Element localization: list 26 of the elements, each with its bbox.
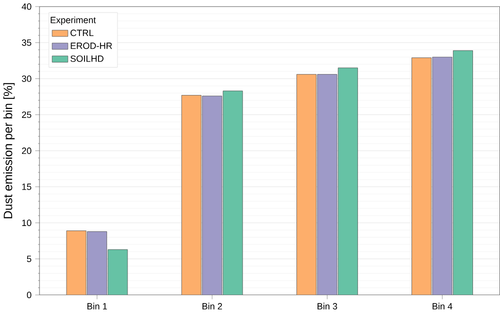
x-tick-label: Bin 1	[87, 302, 107, 310]
bar	[412, 58, 432, 296]
bar	[87, 231, 108, 296]
y-tick-label: 35	[22, 39, 32, 46]
y-axis-title: Dust emission per bin [%]	[3, 83, 15, 218]
legend-title: Experiment	[50, 16, 96, 26]
y-tick-label: 30	[22, 76, 32, 82]
bar	[296, 74, 316, 296]
y-tick-label: 15	[22, 184, 32, 190]
legend-label: SOILHD	[70, 56, 104, 62]
bar	[66, 230, 86, 296]
y-tick-label: 10	[22, 220, 32, 226]
bar	[317, 74, 338, 296]
bar	[432, 56, 452, 296]
x-tick-label: Bin 3	[318, 302, 338, 310]
legend-label: CTRL	[70, 30, 94, 36]
y-tick-label: 40	[22, 3, 32, 10]
x-tick-label: Bin 4	[432, 302, 452, 310]
legend-label: EROD-HR	[70, 42, 112, 50]
bar	[181, 95, 202, 296]
y-tick-label: 0	[26, 292, 32, 298]
x-tick-label: Bin 2	[202, 302, 222, 310]
y-tick-label: 25	[22, 112, 32, 118]
y-tick-label: 5	[26, 256, 32, 262]
bar	[202, 96, 222, 296]
y-tick-label: 20	[22, 148, 32, 154]
